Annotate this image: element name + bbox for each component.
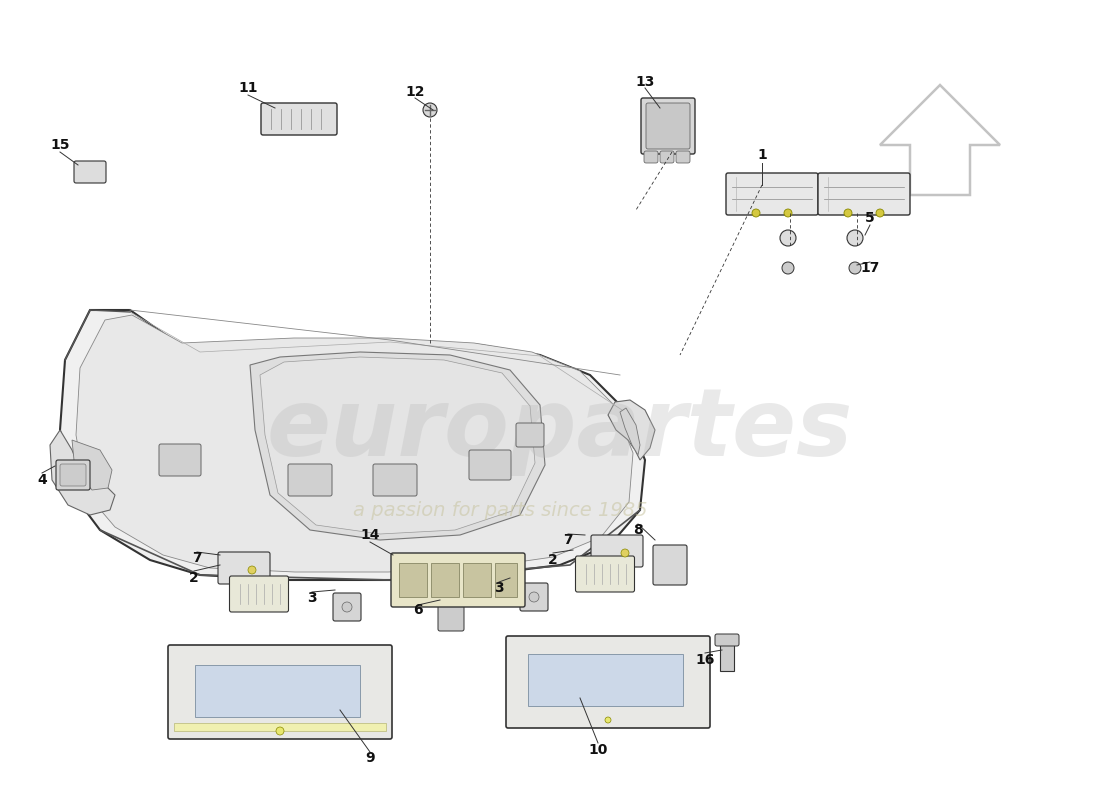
Text: 13: 13 <box>636 75 654 89</box>
FancyBboxPatch shape <box>520 583 548 611</box>
Circle shape <box>605 717 610 723</box>
FancyBboxPatch shape <box>230 576 288 612</box>
Bar <box>528 654 683 706</box>
FancyBboxPatch shape <box>469 450 512 480</box>
Text: 9: 9 <box>365 751 375 765</box>
FancyBboxPatch shape <box>660 151 674 163</box>
Circle shape <box>844 209 852 217</box>
Polygon shape <box>72 440 112 490</box>
Circle shape <box>784 209 792 217</box>
Circle shape <box>529 592 539 602</box>
Circle shape <box>782 262 794 274</box>
Polygon shape <box>250 352 544 540</box>
FancyBboxPatch shape <box>653 545 688 585</box>
FancyBboxPatch shape <box>646 103 690 149</box>
FancyBboxPatch shape <box>715 634 739 646</box>
FancyBboxPatch shape <box>261 103 337 135</box>
FancyBboxPatch shape <box>506 636 710 728</box>
Bar <box>399 563 427 597</box>
FancyBboxPatch shape <box>438 605 464 631</box>
Text: 14: 14 <box>361 528 379 542</box>
Text: 17: 17 <box>860 261 880 275</box>
Bar <box>431 563 459 597</box>
Text: 8: 8 <box>634 523 642 537</box>
Polygon shape <box>60 310 645 580</box>
Polygon shape <box>76 315 632 572</box>
Text: 2: 2 <box>189 571 199 585</box>
Text: 6: 6 <box>414 603 422 617</box>
Text: 7: 7 <box>563 533 573 547</box>
FancyBboxPatch shape <box>390 553 525 607</box>
Text: 3: 3 <box>494 581 504 595</box>
Text: a passion for parts since 1985: a passion for parts since 1985 <box>353 501 647 519</box>
FancyBboxPatch shape <box>288 464 332 496</box>
FancyBboxPatch shape <box>168 645 392 739</box>
FancyBboxPatch shape <box>644 151 658 163</box>
FancyBboxPatch shape <box>726 173 818 215</box>
Text: 5: 5 <box>865 211 874 225</box>
Text: 16: 16 <box>695 653 715 667</box>
FancyBboxPatch shape <box>818 173 910 215</box>
Polygon shape <box>620 408 640 455</box>
Bar <box>495 563 517 597</box>
Circle shape <box>876 209 884 217</box>
Circle shape <box>342 602 352 612</box>
FancyBboxPatch shape <box>676 151 690 163</box>
FancyBboxPatch shape <box>591 535 644 567</box>
Circle shape <box>621 549 629 557</box>
Text: 4: 4 <box>37 473 47 487</box>
Bar <box>720 643 734 671</box>
FancyBboxPatch shape <box>74 161 106 183</box>
FancyBboxPatch shape <box>160 444 201 476</box>
Text: 7: 7 <box>192 551 201 565</box>
Polygon shape <box>260 357 535 534</box>
Circle shape <box>752 209 760 217</box>
FancyBboxPatch shape <box>641 98 695 154</box>
Text: 1: 1 <box>757 148 767 162</box>
Circle shape <box>849 262 861 274</box>
FancyBboxPatch shape <box>333 593 361 621</box>
FancyBboxPatch shape <box>575 556 635 592</box>
FancyBboxPatch shape <box>373 464 417 496</box>
Bar <box>195 665 360 717</box>
Bar <box>463 563 491 597</box>
Circle shape <box>248 566 256 574</box>
Circle shape <box>424 103 437 117</box>
Text: 3: 3 <box>307 591 317 605</box>
Text: europartes: europartes <box>267 384 854 476</box>
Text: 12: 12 <box>405 85 425 99</box>
Polygon shape <box>608 400 654 460</box>
Text: 11: 11 <box>239 81 257 95</box>
Text: 10: 10 <box>588 743 607 757</box>
Circle shape <box>780 230 796 246</box>
Text: 15: 15 <box>51 138 69 152</box>
FancyBboxPatch shape <box>218 552 270 584</box>
Circle shape <box>847 230 864 246</box>
Bar <box>174 723 386 731</box>
FancyBboxPatch shape <box>56 460 90 490</box>
FancyBboxPatch shape <box>516 423 544 447</box>
Polygon shape <box>50 430 116 515</box>
FancyBboxPatch shape <box>60 464 86 486</box>
Text: 2: 2 <box>548 553 558 567</box>
Circle shape <box>276 727 284 735</box>
